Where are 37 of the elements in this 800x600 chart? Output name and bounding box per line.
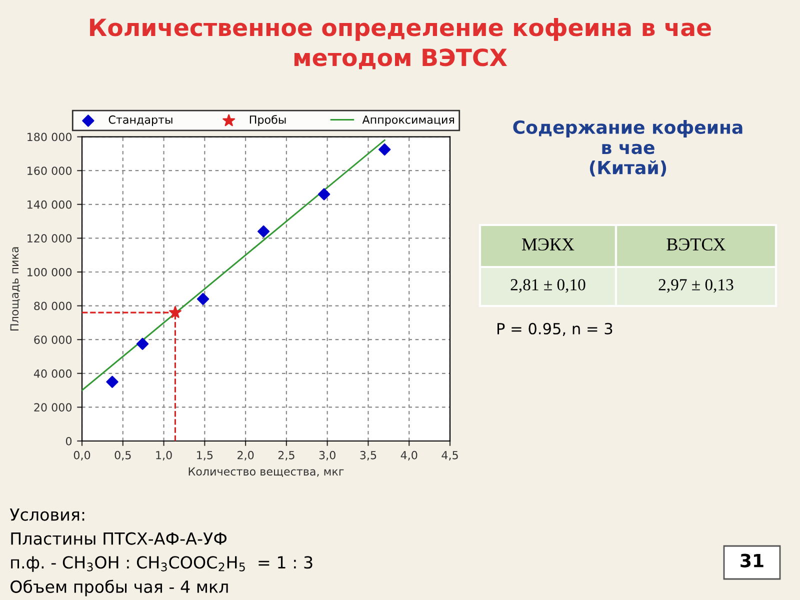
y-tick-label: 180 000 <box>28 132 72 142</box>
x-tick-label: 1,0 <box>156 450 172 460</box>
x-tick-label: 2,0 <box>238 450 254 460</box>
text: 2,81 ± 0,10 <box>510 279 586 293</box>
x-tick-label: 4,0 <box>400 450 418 460</box>
x-tick-label: 3,0 <box>319 450 336 460</box>
y-tick-label: 100 000 <box>28 268 72 276</box>
y-tick-label: 60 000 <box>34 336 72 344</box>
y-tick-label: 120 000 <box>28 234 72 243</box>
text: Пластины ПТСХ-АФ-А-УФ <box>11 532 227 545</box>
y-tick-label: 20 000 <box>34 403 72 412</box>
x-tick-label: 2,5 <box>278 450 294 460</box>
legend-label: Стандарты <box>108 115 172 126</box>
y-tick-label: 40 000 <box>34 369 72 378</box>
y-tick-label: 160 000 <box>28 166 72 175</box>
text: Условия: <box>10 508 84 521</box>
x-tick-label: 0,0 <box>74 450 90 460</box>
y-tick-label: 140 000 <box>28 200 72 209</box>
text: Объем пробы чая - 4 мкл <box>10 580 228 596</box>
text: МЭКХ <box>522 238 574 251</box>
y-axis-title: Площадь пика <box>10 247 20 330</box>
x-tick-label: 1,5 <box>197 451 213 460</box>
y-tick-label: 0 <box>66 436 72 446</box>
x-axis-title: Количество вещества, мкг <box>188 467 344 478</box>
text: P = 0.95, n = 3 <box>498 322 612 336</box>
text: п.ф. - CH$_{3}$OH : CH$_{3}$COOC$_{2}$H$_{5}$ = 1 : 3 <box>11 556 312 572</box>
x-tick-label: 4,5 <box>442 451 458 460</box>
y-tick-label: 80 000 <box>34 302 72 310</box>
legend-label: Аппроксимация <box>362 116 454 126</box>
text: 2,97 ± 0,13 <box>658 279 734 293</box>
x-tick-label: 0,5 <box>114 450 131 460</box>
text: 31 <box>740 554 764 568</box>
legend-label: Пробы <box>250 115 286 126</box>
chart-title: Количественное определение кофеина в чае методом ВЭТСХ <box>90 18 711 70</box>
text: Содержание кофеина в чае (Китай) <box>513 120 742 177</box>
x-tick-label: 3,5 <box>360 450 376 460</box>
text: ВЭТСХ <box>666 238 726 251</box>
